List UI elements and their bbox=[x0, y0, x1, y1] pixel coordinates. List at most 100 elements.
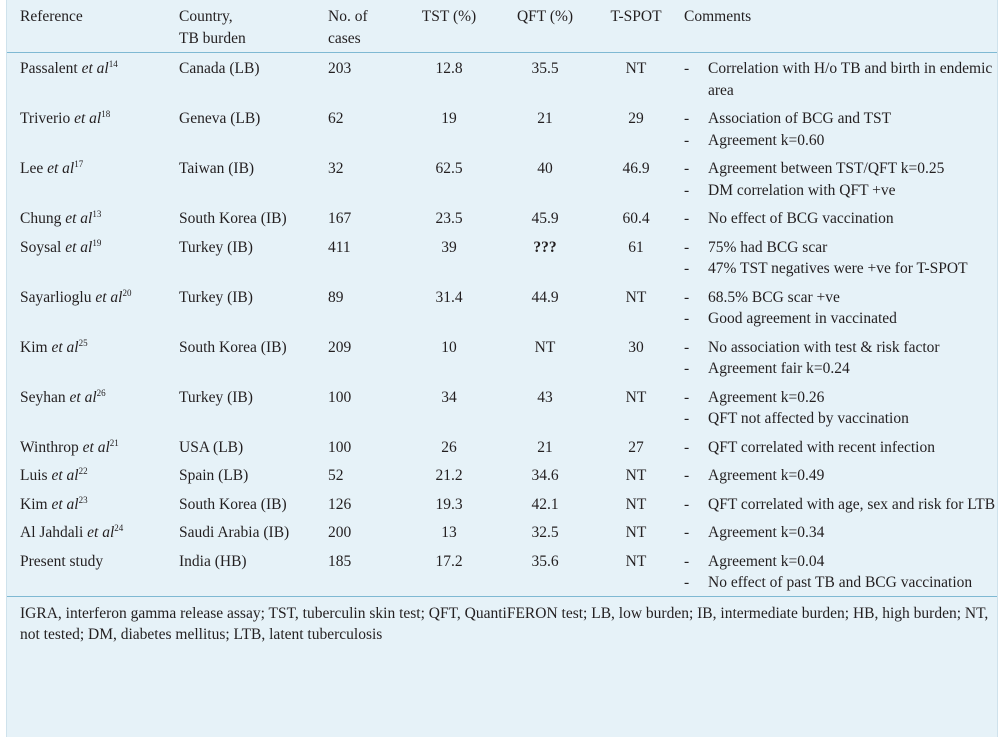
reference-author: Sayarlioglu bbox=[20, 288, 96, 306]
bullet-dash: - bbox=[684, 260, 690, 277]
cell-reference: Soysal et al19 bbox=[7, 232, 179, 282]
cell-reference: Al Jahdali et al24 bbox=[7, 517, 179, 546]
comments-list: - Agreement k=0.26- QFT not affected by va… bbox=[684, 387, 997, 430]
comments-list: - No association with test & risk factor -… bbox=[684, 337, 997, 380]
bullet-dash: - bbox=[684, 552, 690, 570]
cell-qft: 35.5 bbox=[531, 60, 559, 77]
table-row: Sayarlioglu et al20 Turkey (IB) 89 31.4 44.9… bbox=[7, 282, 997, 332]
comment-text: Agreement k=0.60 bbox=[708, 131, 825, 149]
reference-etal: et al bbox=[81, 60, 109, 77]
igra-comparison-table: Reference Country, TB burden No. of case… bbox=[7, 0, 997, 652]
reference-citation-number: 20 bbox=[122, 287, 132, 298]
reference-etal: et al bbox=[65, 238, 93, 256]
cell-cases: 200 bbox=[328, 524, 352, 541]
comment-item: - Agreement fair k=0.24 bbox=[684, 358, 997, 380]
bullet-dash: - bbox=[684, 495, 690, 513]
table-body: Passalent et al14 Canada (LB) 203 12.8 35.5 N… bbox=[7, 53, 997, 597]
cell-tspot: 61 bbox=[628, 238, 644, 256]
comment-text: 68.5% BCG scar +ve bbox=[708, 288, 840, 306]
cell-cases: 126 bbox=[328, 495, 352, 513]
cell-tspot: 46.9 bbox=[622, 160, 650, 177]
cell-tspot: 60.4 bbox=[622, 210, 650, 227]
reference-etal: et al bbox=[65, 210, 93, 227]
table-header-row: Reference Country, TB burden No. of case… bbox=[7, 0, 997, 53]
reference-citation-number: 17 bbox=[74, 158, 84, 169]
cell-comments: -68.5% BCG scar +ve - Good agreement in va… bbox=[684, 282, 997, 332]
header-comments: Comments bbox=[684, 8, 752, 25]
cell-country: Taiwan (IB) bbox=[179, 160, 255, 177]
table-row: Seyhan et al26 Turkey (IB) 100 34 43 NT - Agree… bbox=[7, 382, 997, 432]
cell-tst: 10 bbox=[441, 338, 457, 356]
header-cases-line2: cases bbox=[328, 29, 361, 47]
bullet-dash: - bbox=[684, 524, 690, 541]
cell-comments: - No effect of BCG vaccination bbox=[684, 203, 997, 232]
reference-etal: et al bbox=[95, 288, 123, 306]
comments-list: - QFT correlated with age, sex and risk f… bbox=[684, 494, 997, 516]
reference-citation-number: 22 bbox=[78, 465, 88, 476]
bullet-dash: - bbox=[684, 338, 690, 356]
reference-etal: et al bbox=[74, 110, 102, 127]
comment-item: - No effect of BCG vaccination bbox=[684, 208, 997, 230]
cell-tst: 23.5 bbox=[435, 210, 463, 227]
reference-citation-number: 24 bbox=[114, 522, 124, 533]
reference-author: Winthrop bbox=[20, 438, 83, 456]
comment-item: - 47% TST negatives were +ve for T-SPOT bbox=[684, 258, 997, 280]
cell-cases: 32 bbox=[328, 160, 344, 177]
bullet-dash: - bbox=[684, 181, 690, 199]
reference-citation-number: 21 bbox=[109, 437, 119, 448]
comments-list: -68.5% BCG scar +ve - Good agreement in va… bbox=[684, 287, 997, 330]
cell-reference: Luis et al22 bbox=[7, 460, 179, 489]
table-row: Kim et al25 South Korea (IB) 209 10 NT 30- No … bbox=[7, 332, 997, 382]
table-row: Luis et al22 Spain (LB) 52 21.2 34.6 NT - Agree… bbox=[7, 460, 997, 489]
comment-item: - DM correlation with QFT +ve bbox=[684, 180, 997, 202]
comment-item: - QFT correlated with age, sex and risk f… bbox=[684, 494, 997, 516]
bullet-dash: - bbox=[684, 410, 690, 427]
cell-cases: 100 bbox=[328, 438, 352, 456]
cell-country: South Korea (IB) bbox=[179, 495, 287, 513]
comment-text: Agreement k=0.26 bbox=[708, 388, 825, 406]
cell-reference: Triverio et al18 bbox=[7, 103, 179, 153]
cell-tspot: NT bbox=[625, 524, 647, 541]
comment-text: QFT not affected by vaccination bbox=[708, 410, 909, 427]
cell-country: USA (LB) bbox=[179, 438, 244, 456]
table-row: Present study India (HB) 185 17.2 35.6 NT - Agr… bbox=[7, 546, 997, 597]
comment-item: - No association with test & risk factor bbox=[684, 337, 997, 359]
reference-author: Kim bbox=[20, 495, 52, 513]
comment-text: Good agreement in vaccinated bbox=[708, 310, 897, 327]
cell-qft: 32.5 bbox=[531, 524, 559, 541]
cell-reference: Present study bbox=[7, 546, 179, 597]
cell-comments: - Agreement k=0.34 bbox=[684, 517, 997, 546]
bullet-dash: - bbox=[684, 438, 690, 456]
bullet-dash: - bbox=[684, 574, 690, 591]
cell-country: Saudi Arabia (IB) bbox=[179, 524, 290, 541]
comment-text: Association of BCG and TST bbox=[708, 110, 892, 127]
cell-comments: - Agreement k=0.26- QFT not affected by va… bbox=[684, 382, 997, 432]
header-tspot: T-SPOT bbox=[610, 8, 662, 25]
bullet-dash: - bbox=[684, 467, 690, 484]
comment-item: - Agreement k=0.26 bbox=[684, 387, 997, 409]
comments-list: - Agreement k=0.04- No effect of past TB a… bbox=[684, 551, 997, 594]
comment-item: - No effect of past TB and BCG vaccinatio… bbox=[684, 572, 997, 594]
comment-item: - Agreement k=0.04 bbox=[684, 551, 997, 573]
reference-author: Present study bbox=[20, 552, 104, 570]
reference-author: Seyhan bbox=[20, 388, 70, 406]
comment-item: - Agreement k=0.49 bbox=[684, 465, 997, 487]
cell-qft: 45.9 bbox=[531, 210, 559, 227]
cell-tst: 62.5 bbox=[435, 160, 463, 177]
header-cases-line1: No. of bbox=[328, 8, 368, 25]
reference-etal: et al bbox=[51, 338, 79, 356]
bullet-dash: - bbox=[684, 238, 690, 256]
cell-country: Turkey (IB) bbox=[179, 388, 253, 406]
cell-comments: - No association with test & risk factor -… bbox=[684, 332, 997, 382]
cell-cases: 100 bbox=[328, 388, 352, 406]
cell-tspot: NT bbox=[625, 288, 647, 306]
comment-text: 75% had BCG scar bbox=[708, 238, 828, 256]
table-container: Reference Country, TB burden No. of case… bbox=[6, 0, 998, 737]
comment-text: No association with test & risk factor bbox=[708, 338, 940, 356]
cell-reference: Winthrop et al21 bbox=[7, 432, 179, 461]
comments-list: - No effect of BCG vaccination bbox=[684, 208, 997, 230]
cell-cases: 89 bbox=[328, 288, 344, 306]
cell-tspot: 30 bbox=[628, 338, 644, 356]
cell-comments: - Agreement k=0.49 bbox=[684, 460, 997, 489]
bullet-dash: - bbox=[684, 110, 690, 127]
